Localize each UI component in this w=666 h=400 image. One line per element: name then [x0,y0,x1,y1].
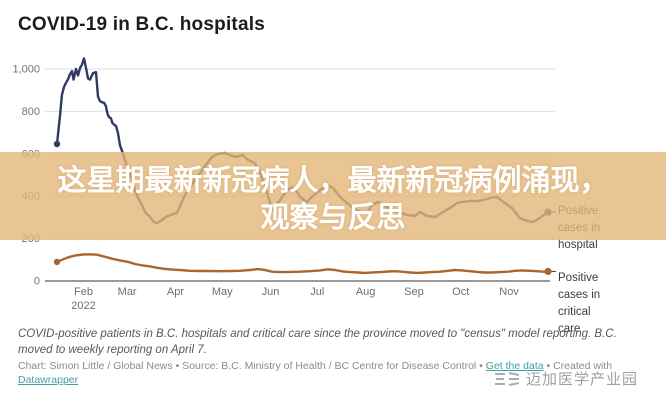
credits-middle: • Created with [543,360,613,372]
svg-text:Apr: Apr [167,286,184,298]
chart-credits: Chart: Simon Little / Global News • Sour… [18,359,630,387]
svg-text:1,000: 1,000 [12,64,40,76]
svg-text:Sep: Sep [404,286,424,298]
svg-text:Nov: Nov [499,286,519,298]
svg-text:Jul: Jul [310,286,324,298]
watermark: 迈加医学产业园 [494,368,638,389]
svg-text:Feb: Feb [74,286,93,298]
svg-text:Oct: Oct [452,286,469,298]
series-label-critical: Positive cases in critical care [558,272,601,335]
page-title: COVID-19 in B.C. hospitals [18,14,265,35]
get-the-data-link[interactable]: Get the data [485,360,544,372]
svg-text:Mar: Mar [118,286,137,298]
watermark-logo-icon [495,371,520,386]
headline-line2: 观察与反思 [260,202,406,234]
svg-text:0: 0 [34,276,40,288]
watermark-text: 迈加医学产业园 [526,371,639,388]
headline-line1: 这星期最新新冠病人，最新新冠病例涌现， [57,165,609,197]
chart-caption: COVID-positive patients in B.C. hospital… [18,328,617,356]
headline-overlay-banner: 这星期最新新冠病人，最新新冠病例涌现， 观察与反思 [0,152,666,240]
svg-text:May: May [212,286,233,298]
datawrapper-link[interactable]: Datawrapper [18,374,79,386]
svg-text:Jun: Jun [262,286,280,298]
credits-text: Chart: Simon Little / Global News • Sour… [18,360,486,372]
svg-text:Aug: Aug [356,286,376,298]
svg-text:2022: 2022 [71,300,95,312]
svg-text:800: 800 [22,106,40,118]
